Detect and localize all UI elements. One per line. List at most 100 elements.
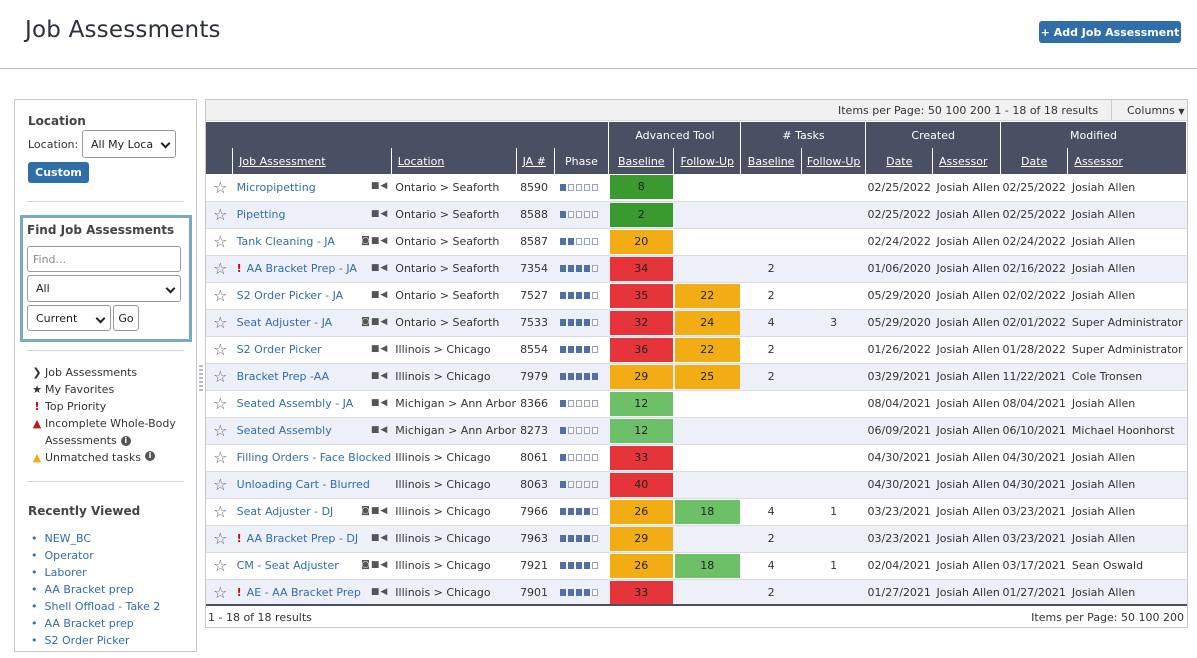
job-assessment-cell[interactable]: ! AE - AA Bracket Prep ■◀ xyxy=(232,579,392,607)
col-modified-assessor[interactable]: Assessor xyxy=(1067,148,1187,174)
favorite-star-icon[interactable]: ☆ xyxy=(206,417,233,445)
job-assessment-cell[interactable]: Tank Cleaning - JA ◙■◀ xyxy=(232,228,392,256)
job-assessment-cell[interactable]: Unloading Cart - Blurred xyxy=(232,471,392,499)
favorite-star-icon[interactable]: ☆ xyxy=(206,552,233,580)
favorite-star-icon[interactable]: ☆ xyxy=(206,363,233,391)
columns-button[interactable]: Columns ▼ xyxy=(1127,104,1185,117)
status-select[interactable]: Current xyxy=(27,305,111,331)
custom-button[interactable]: Custom xyxy=(28,162,89,183)
table-row[interactable]: ☆ CM - Seat Adjuster ◙■◀ Illinois > Chicago… xyxy=(206,552,1187,580)
favorite-star-icon[interactable]: ☆ xyxy=(206,390,233,418)
job-assessment-link[interactable]: Bracket Prep -AA xyxy=(236,370,330,383)
table-row[interactable]: ☆ Micropipetting ■◀ Ontario > Seaforth 8590 8… xyxy=(206,174,1187,202)
job-assessment-link[interactable]: S2 Order Picker - JA xyxy=(236,289,344,302)
table-row[interactable]: ☆ S2 Order Picker - JA ■◀ Ontario > Seafort… xyxy=(206,282,1187,310)
table-row[interactable]: ☆! AE - AA Bracket Prep ■◀ Illinois > Chica… xyxy=(206,579,1187,607)
job-assessment-link[interactable]: Seated Assembly xyxy=(236,424,332,437)
favorite-star-icon[interactable]: ☆ xyxy=(206,201,233,229)
table-row[interactable]: ☆ Seated Assembly ■◀ Michigan > Ann Arbor 82… xyxy=(206,417,1187,445)
filter-unmatched-tasks[interactable]: ▲ Unmatched tasks i xyxy=(29,451,155,464)
filter-my-favorites[interactable]: ★ My Favorites xyxy=(29,383,114,396)
resize-handle[interactable] xyxy=(199,365,203,391)
table-row[interactable]: ☆ Seat Adjuster - JA ◙■◀ Ontario > Seaforth… xyxy=(206,309,1187,337)
recent-item[interactable]: S2 Order Picker xyxy=(31,632,160,649)
recent-item[interactable]: Operator xyxy=(31,547,160,564)
job-assessment-cell[interactable]: S2 Order Picker ■◀ xyxy=(232,336,392,364)
table-row[interactable]: ☆! AA Bracket Prep - DJ ■◀ Illinois > Chica… xyxy=(206,525,1187,553)
favorite-star-icon[interactable]: ☆ xyxy=(206,228,233,256)
job-assessment-link[interactable]: Unloading Cart - Blurred xyxy=(236,478,370,491)
job-assessment-cell[interactable]: Filling Orders - Face Blocked xyxy=(232,444,392,472)
recent-item[interactable]: AA Bracket prep xyxy=(31,615,160,632)
recent-item[interactable]: Laborer xyxy=(31,564,160,581)
find-input[interactable]: Find... xyxy=(27,246,181,272)
col-created-assessor[interactable]: Assessor xyxy=(932,148,1001,174)
job-assessment-cell[interactable]: Pipetting ■◀ xyxy=(232,201,392,229)
favorite-star-icon[interactable]: ☆ xyxy=(206,336,233,364)
col-location[interactable]: Location xyxy=(391,148,517,174)
col-follow-up[interactable]: Follow-Up xyxy=(673,148,742,174)
go-button[interactable]: Go xyxy=(113,305,139,331)
items-per-page-top[interactable]: Items per Page: 50 100 200 xyxy=(838,104,991,117)
job-assessment-link[interactable]: Seated Assembly - JA xyxy=(236,397,354,410)
table-row[interactable]: ☆ S2 Order Picker ■◀ Illinois > Chicago 8554… xyxy=(206,336,1187,364)
favorite-star-icon[interactable]: ☆ xyxy=(206,579,233,607)
job-assessment-link[interactable]: Micropipetting xyxy=(236,180,316,194)
recent-item[interactable]: NEW_BC xyxy=(31,530,160,547)
job-assessment-cell[interactable]: CM - Seat Adjuster ◙■◀ xyxy=(232,552,392,580)
table-row[interactable]: ☆ Seated Assembly - JA ■◀ Michigan > Ann Ar… xyxy=(206,390,1187,418)
col-modified-date[interactable]: Date xyxy=(1000,148,1069,174)
job-assessment-cell[interactable]: Micropipetting ■◀ xyxy=(232,174,392,202)
info-icon[interactable]: i xyxy=(120,436,131,446)
job-assessment-link[interactable]: AE - AA Bracket Prep xyxy=(246,586,361,599)
table-row[interactable]: ☆ Seat Adjuster - DJ ◙■◀ Illinois > Chicago… xyxy=(206,498,1187,526)
job-assessment-cell[interactable]: Seat Adjuster - JA ◙■◀ xyxy=(232,309,392,337)
favorite-star-icon[interactable]: ☆ xyxy=(206,282,233,310)
job-assessment-link[interactable]: S2 Order Picker xyxy=(236,343,322,356)
col-created-date[interactable]: Date xyxy=(865,148,934,174)
job-assessment-link[interactable]: AA Bracket Prep - DJ xyxy=(246,532,359,545)
job-assessment-cell[interactable]: ! AA Bracket Prep - DJ ■◀ xyxy=(232,525,392,553)
favorite-star-icon[interactable]: ☆ xyxy=(206,309,233,337)
recent-item[interactable]: Shell Offload - Take 2 xyxy=(31,598,161,615)
table-row[interactable]: ☆! AA Bracket Prep - JA ■◀ Ontario > Seafor… xyxy=(206,255,1187,283)
table-row[interactable]: ☆ Filling Orders - Face Blocked Illinois >… xyxy=(206,444,1187,472)
job-assessment-cell[interactable]: ! AA Bracket Prep - JA ■◀ xyxy=(232,255,392,283)
col-tasks-follow-up[interactable]: Follow-Up xyxy=(801,148,867,174)
favorite-star-icon[interactable]: ☆ xyxy=(206,471,233,499)
job-assessment-cell[interactable]: Bracket Prep -AA ■◀ xyxy=(232,363,392,391)
table-row[interactable]: ☆ Bracket Prep -AA ■◀ Illinois > Chicago 797… xyxy=(206,363,1187,391)
col-baseline[interactable]: Baseline xyxy=(608,148,675,174)
add-job-assessment-button[interactable]: + Add Job Assessment xyxy=(1039,21,1181,43)
col-tasks-baseline[interactable]: Baseline xyxy=(740,148,802,174)
favorite-star-icon[interactable]: ☆ xyxy=(206,525,233,553)
scope-select[interactable]: All xyxy=(27,275,181,302)
job-assessment-cell[interactable]: Seated Assembly ■◀ xyxy=(232,417,392,445)
table-row[interactable]: ☆ Pipetting ■◀ Ontario > Seaforth 8588 2 02/25… xyxy=(206,201,1187,229)
job-assessment-cell[interactable]: S2 Order Picker - JA ■◀ xyxy=(232,282,392,310)
job-assessment-link[interactable]: Seat Adjuster - JA xyxy=(236,316,333,329)
filter-job-assessments[interactable]: ❯ Job Assessments xyxy=(29,366,137,379)
items-per-page-bottom[interactable]: Items per Page: 50 100 200 xyxy=(1031,611,1184,624)
job-assessment-link[interactable]: Pipetting xyxy=(236,208,286,221)
filter-top-priority[interactable]: ! Top Priority xyxy=(29,400,106,413)
job-assessment-link[interactable]: Filling Orders - Face Blocked xyxy=(236,451,392,464)
favorite-star-icon[interactable]: ☆ xyxy=(206,255,233,283)
table-row[interactable]: ☆ Tank Cleaning - JA ◙■◀ Ontario > Seaforth… xyxy=(206,228,1187,256)
favorite-star-icon[interactable]: ☆ xyxy=(206,498,233,526)
job-assessment-link[interactable]: CM - Seat Adjuster xyxy=(236,559,339,572)
job-assessment-cell[interactable]: Seated Assembly - JA ■◀ xyxy=(232,390,392,418)
filter-incomplete[interactable]: ▲ Incomplete Whole-Body Assessments i xyxy=(29,417,189,449)
col-job-assessment[interactable]: Job Assessment xyxy=(232,148,392,174)
location-select[interactable]: All My Loca xyxy=(82,130,176,158)
favorite-star-icon[interactable]: ☆ xyxy=(206,174,233,202)
job-assessment-link[interactable]: Tank Cleaning - JA xyxy=(236,235,335,248)
job-assessment-link[interactable]: AA Bracket Prep - JA xyxy=(246,262,357,275)
job-assessment-link[interactable]: Seat Adjuster - DJ xyxy=(236,505,334,518)
table-row[interactable]: ☆ Unloading Cart - Blurred Illinois > Chic… xyxy=(206,471,1187,499)
favorite-star-icon[interactable]: ☆ xyxy=(206,444,233,472)
job-assessment-cell[interactable]: Seat Adjuster - DJ ◙■◀ xyxy=(232,498,392,526)
recent-item[interactable]: AA Bracket prep xyxy=(31,581,160,598)
info-icon[interactable]: i xyxy=(144,451,155,461)
col-ja-number[interactable]: JA # xyxy=(516,148,555,174)
